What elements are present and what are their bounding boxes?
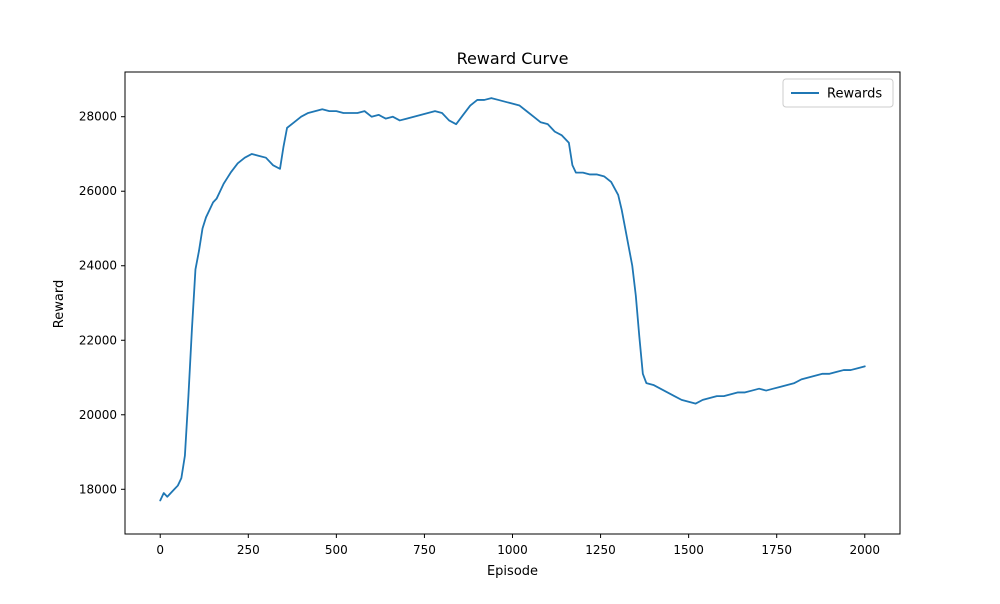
data-layer — [159, 97, 866, 502]
legend-box — [782, 78, 894, 108]
x-tick-label: 1000 — [497, 543, 528, 557]
y-tick-label: 26000 — [79, 184, 117, 198]
y-tick-label: 18000 — [79, 482, 117, 496]
x-tick-label: 750 — [413, 543, 436, 557]
y-tick-label: 22000 — [79, 333, 117, 347]
y-tick-label: 20000 — [79, 408, 117, 422]
x-tick-label: 250 — [237, 543, 260, 557]
x-tick-label: 1750 — [761, 543, 792, 557]
x-axis-label: Episode — [487, 564, 538, 579]
legend: Rewards — [782, 78, 894, 108]
axes-layer: 0 250 500 750 1000 1250 1500 1750 2000 18000 20000… — [79, 71, 901, 557]
x-tick-label: 2000 — [849, 543, 880, 557]
x-tick-label: 500 — [325, 543, 348, 557]
y-axis-label: Reward — [52, 280, 67, 328]
legend-label: Rewards — [827, 87, 882, 102]
series-line-rewards — [159, 97, 866, 502]
x-tick-label: 1500 — [673, 543, 704, 557]
chart-title: Reward Curve — [457, 49, 569, 68]
y-tick-label: 24000 — [79, 259, 117, 273]
x-tick-label: 0 — [156, 543, 164, 557]
y-tick-label: 28000 — [79, 110, 117, 124]
x-tick-label: 1250 — [585, 543, 616, 557]
